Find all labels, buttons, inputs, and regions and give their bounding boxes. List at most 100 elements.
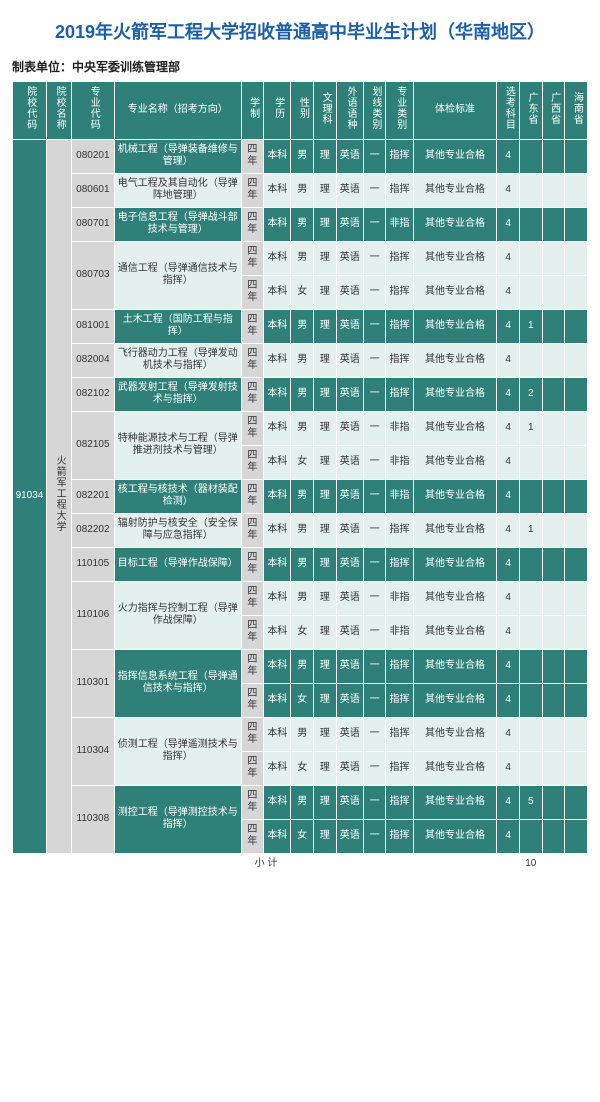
cell: 理 — [314, 445, 337, 479]
cell: 英语 — [336, 785, 363, 819]
cell: 英语 — [336, 343, 363, 377]
cell: 4 — [497, 445, 520, 479]
col-lang: 外语语种 — [336, 82, 363, 140]
cell: 英语 — [336, 615, 363, 649]
cell: 其他专业合格 — [413, 207, 497, 241]
cell: 机械工程（导弹装备维修与管理） — [114, 139, 241, 173]
cell: 非指 — [386, 411, 413, 445]
cell: 4 — [497, 377, 520, 411]
cell: 一 — [363, 479, 386, 513]
cell: 英语 — [336, 309, 363, 343]
cell: 本科 — [264, 547, 291, 581]
cell: 四年 — [241, 513, 264, 547]
cell: 测控工程（导弹测控技术与指挥） — [114, 785, 241, 853]
cell — [542, 547, 565, 581]
cell — [565, 207, 588, 241]
cell: 四年 — [241, 445, 264, 479]
cell: 其他专业合格 — [413, 139, 497, 173]
cell: 四年 — [241, 581, 264, 615]
cell: 4 — [497, 717, 520, 751]
cell: 本科 — [264, 309, 291, 343]
cell: 英语 — [336, 173, 363, 207]
table-row: 082202辐射防护与核安全（安全保障与应急指挥）四年本科男理英语一指挥其他专业… — [13, 513, 588, 547]
cell — [542, 751, 565, 785]
table-row: 081001土木工程（国防工程与指挥）四年本科男理英语一指挥其他专业合格41 — [13, 309, 588, 343]
cell: 目标工程（导弹作战保障） — [114, 547, 241, 581]
cell: 1 — [519, 411, 542, 445]
cell: 本科 — [264, 751, 291, 785]
cell — [542, 445, 565, 479]
cell: 指挥 — [386, 513, 413, 547]
cell: 英语 — [336, 445, 363, 479]
cell: 理 — [314, 819, 337, 853]
cell: 四年 — [241, 819, 264, 853]
cell: 4 — [497, 275, 520, 309]
cell: 女 — [291, 445, 314, 479]
cell: 一 — [363, 343, 386, 377]
cell: 4 — [497, 547, 520, 581]
cell: 土木工程（国防工程与指挥） — [114, 309, 241, 343]
cell: 理 — [314, 275, 337, 309]
col-gender: 性别 — [291, 82, 314, 140]
cell: 082004 — [71, 343, 114, 377]
cell: 英语 — [336, 513, 363, 547]
cell: 一 — [363, 139, 386, 173]
cell: 4 — [497, 785, 520, 819]
cell: 英语 — [336, 717, 363, 751]
cell: 英语 — [336, 139, 363, 173]
cell: 四年 — [241, 615, 264, 649]
cell: 英语 — [336, 377, 363, 411]
cell — [519, 241, 542, 275]
cell — [565, 581, 588, 615]
cell: 一 — [363, 581, 386, 615]
col-school-name: 院校名称 — [46, 82, 71, 140]
subtotal-label: 小 计 — [13, 853, 520, 875]
cell — [565, 853, 588, 875]
cell: 一 — [363, 683, 386, 717]
cell: 理 — [314, 479, 337, 513]
cell: 080703 — [71, 241, 114, 309]
cell — [519, 751, 542, 785]
col-p2: 广西省 — [542, 82, 565, 140]
cell — [542, 615, 565, 649]
cell: 理 — [314, 683, 337, 717]
col-line: 划线类别 — [363, 82, 386, 140]
cell: 英语 — [336, 649, 363, 683]
cell: 四年 — [241, 241, 264, 275]
cell — [565, 343, 588, 377]
cell — [542, 479, 565, 513]
cell: 男 — [291, 343, 314, 377]
cell: 4 — [497, 207, 520, 241]
cell: 082202 — [71, 513, 114, 547]
cell — [542, 581, 565, 615]
cell — [519, 547, 542, 581]
cell: 英语 — [336, 241, 363, 275]
col-health: 体检标准 — [413, 82, 497, 140]
cell: 080601 — [71, 173, 114, 207]
col-degree: 学历 — [264, 82, 291, 140]
cell: 指挥 — [386, 275, 413, 309]
cell: 电子信息工程（导弹战斗部技术与管理） — [114, 207, 241, 241]
cell: 一 — [363, 445, 386, 479]
cell — [565, 275, 588, 309]
cell: 男 — [291, 139, 314, 173]
cell: 一 — [363, 751, 386, 785]
cell: 其他专业合格 — [413, 513, 497, 547]
cell: 一 — [363, 377, 386, 411]
cell: 本科 — [264, 343, 291, 377]
cell: 其他专业合格 — [413, 309, 497, 343]
cell: 四年 — [241, 377, 264, 411]
cell — [542, 411, 565, 445]
cell: 理 — [314, 615, 337, 649]
cell: 本科 — [264, 241, 291, 275]
cell: 英语 — [336, 207, 363, 241]
cell: 4 — [497, 173, 520, 207]
cell: 女 — [291, 751, 314, 785]
cell — [519, 683, 542, 717]
cell: 男 — [291, 717, 314, 751]
cell: 110308 — [71, 785, 114, 853]
cell: 理 — [314, 343, 337, 377]
cell: 110304 — [71, 717, 114, 785]
cell: 本科 — [264, 649, 291, 683]
cell: 四年 — [241, 309, 264, 343]
